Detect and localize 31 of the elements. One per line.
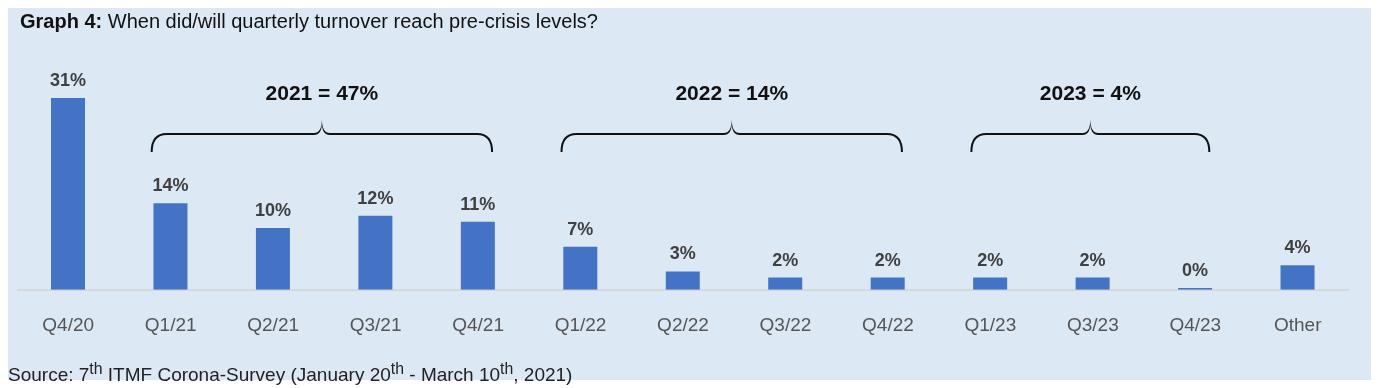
x-tick-label: Q1/23: [964, 314, 1017, 336]
data-label: 11%: [460, 193, 496, 214]
x-tick-label: Q4/22: [862, 314, 914, 336]
x-tick-label: Q3/22: [759, 314, 812, 336]
data-label: 4%: [1284, 237, 1311, 258]
data-label: 7%: [567, 218, 594, 239]
annotation: 2023 = 4%: [1039, 81, 1142, 104]
data-label: 10%: [254, 200, 291, 221]
x-tick-label: Other: [1274, 314, 1323, 336]
data-label: 2%: [1079, 249, 1106, 270]
data-label: 2%: [772, 249, 799, 270]
chart-title: Graph 4: When did/will quarterly turnover reach pre-crisis levels?: [20, 10, 598, 33]
x-tick-label: Q2/21: [247, 314, 300, 336]
annotation: 2021 = 47%: [265, 81, 379, 104]
data-label: 12%: [357, 187, 394, 208]
x-tick-label: Q3/21: [349, 314, 402, 336]
data-label: 2%: [977, 249, 1004, 270]
x-tick-label: Q4/23: [1169, 314, 1222, 336]
data-label: 31%: [49, 70, 87, 90]
x-tick-label: Q4/20: [42, 314, 95, 336]
x-tick-label: Q4/21: [452, 314, 504, 336]
data-label: 2%: [874, 249, 901, 270]
data-label: 0%: [1182, 260, 1209, 280]
data-label: 3%: [669, 243, 696, 264]
source-note: Source: 7$^{th}$ ITMF Corona-Survey (January 20$^{th}$ - March 10$^{th}$, 2021): [8, 360, 573, 387]
x-tick-label: Q1/21: [144, 314, 197, 336]
x-tick-label: Q2/22: [657, 314, 709, 336]
annotation: 2022 = 14%: [675, 81, 789, 104]
data-label: 14%: [152, 175, 189, 196]
x-tick-label: Q1/22: [554, 314, 607, 336]
x-tick-label: Q3/23: [1066, 314, 1119, 336]
